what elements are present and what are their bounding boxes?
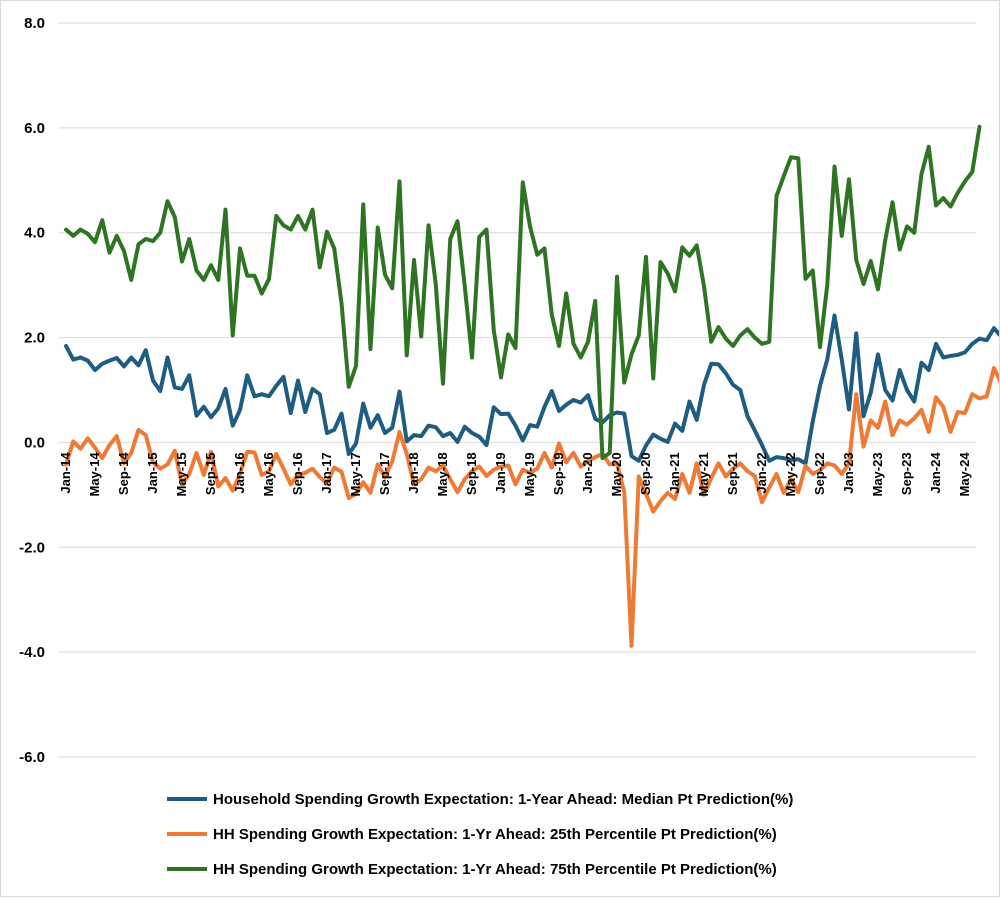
x-tick-label: May-24 bbox=[957, 452, 972, 497]
y-tick-label: -4.0 bbox=[19, 644, 45, 661]
x-tick-label: Jan-24 bbox=[928, 452, 943, 494]
x-tick-label: Sep-20 bbox=[638, 452, 653, 495]
x-tick-label: Sep-15 bbox=[203, 452, 218, 495]
legend: Household Spending Growth Expectation: 1… bbox=[167, 791, 793, 878]
x-tick-label: May-17 bbox=[348, 452, 363, 496]
x-tick-label: May-22 bbox=[783, 452, 798, 496]
y-axis-tick-labels: -6.0 -4.0 -2.0 0.0 2.0 4.0 6.0 8.0 bbox=[19, 15, 45, 766]
x-tick-label: May-16 bbox=[261, 452, 276, 496]
series-line-1 bbox=[64, 313, 1000, 466]
x-tick-label: Sep-14 bbox=[116, 452, 131, 495]
x-tick-label: May-19 bbox=[522, 452, 537, 496]
series-line-2 bbox=[64, 365, 1000, 648]
legend-label: HH Spending Growth Expectation: 1-Yr Ahe… bbox=[213, 826, 777, 843]
x-tick-label: Sep-19 bbox=[551, 452, 566, 495]
x-tick-label: Jan-18 bbox=[406, 452, 421, 493]
x-tick-label: May-21 bbox=[696, 452, 711, 496]
x-tick-label: May-14 bbox=[87, 452, 102, 497]
y-tick-label: -6.0 bbox=[19, 749, 45, 766]
x-tick-label: May-15 bbox=[174, 452, 189, 496]
gridlines bbox=[59, 22, 976, 758]
x-tick-label: Jan-15 bbox=[145, 452, 160, 493]
y-tick-label: 2.0 bbox=[24, 330, 45, 347]
x-tick-label: Jan-14 bbox=[58, 452, 73, 494]
x-tick-label: Sep-16 bbox=[290, 452, 305, 495]
x-tick-label: May-23 bbox=[870, 452, 885, 496]
x-tick-label: May-20 bbox=[609, 452, 624, 496]
legend-label: Household Spending Growth Expectation: 1… bbox=[213, 791, 793, 808]
y-tick-label: 0.0 bbox=[24, 434, 45, 451]
series-line-3 bbox=[64, 124, 982, 461]
x-axis-tick-labels: Jan-14 May-14 Sep-14 Jan-15 May-15 Sep-15 Jan-… bbox=[58, 452, 972, 497]
x-tick-label: Jan-17 bbox=[319, 452, 334, 493]
x-tick-label: Jan-22 bbox=[754, 452, 769, 493]
x-tick-label: Jan-20 bbox=[580, 452, 595, 493]
x-tick-label: Jan-16 bbox=[232, 452, 247, 493]
x-tick-label: May-18 bbox=[435, 452, 450, 496]
y-tick-label: 4.0 bbox=[24, 225, 45, 242]
y-tick-label: -2.0 bbox=[19, 539, 45, 556]
y-tick-label: 6.0 bbox=[24, 120, 45, 137]
x-tick-label: Sep-17 bbox=[377, 452, 392, 495]
x-tick-label: Jan-23 bbox=[841, 452, 856, 493]
y-tick-label: 8.0 bbox=[24, 15, 45, 32]
x-tick-label: Sep-21 bbox=[725, 452, 740, 495]
legend-label: HH Spending Growth Expectation: 1-Yr Ahe… bbox=[213, 861, 777, 878]
series-lines bbox=[64, 124, 1000, 648]
x-tick-label: Jan-19 bbox=[493, 452, 508, 493]
x-tick-label: Sep-18 bbox=[464, 452, 479, 495]
x-tick-label: Sep-23 bbox=[899, 452, 914, 495]
x-tick-label: Jan-21 bbox=[667, 452, 682, 493]
x-tick-label: Sep-22 bbox=[812, 452, 827, 495]
